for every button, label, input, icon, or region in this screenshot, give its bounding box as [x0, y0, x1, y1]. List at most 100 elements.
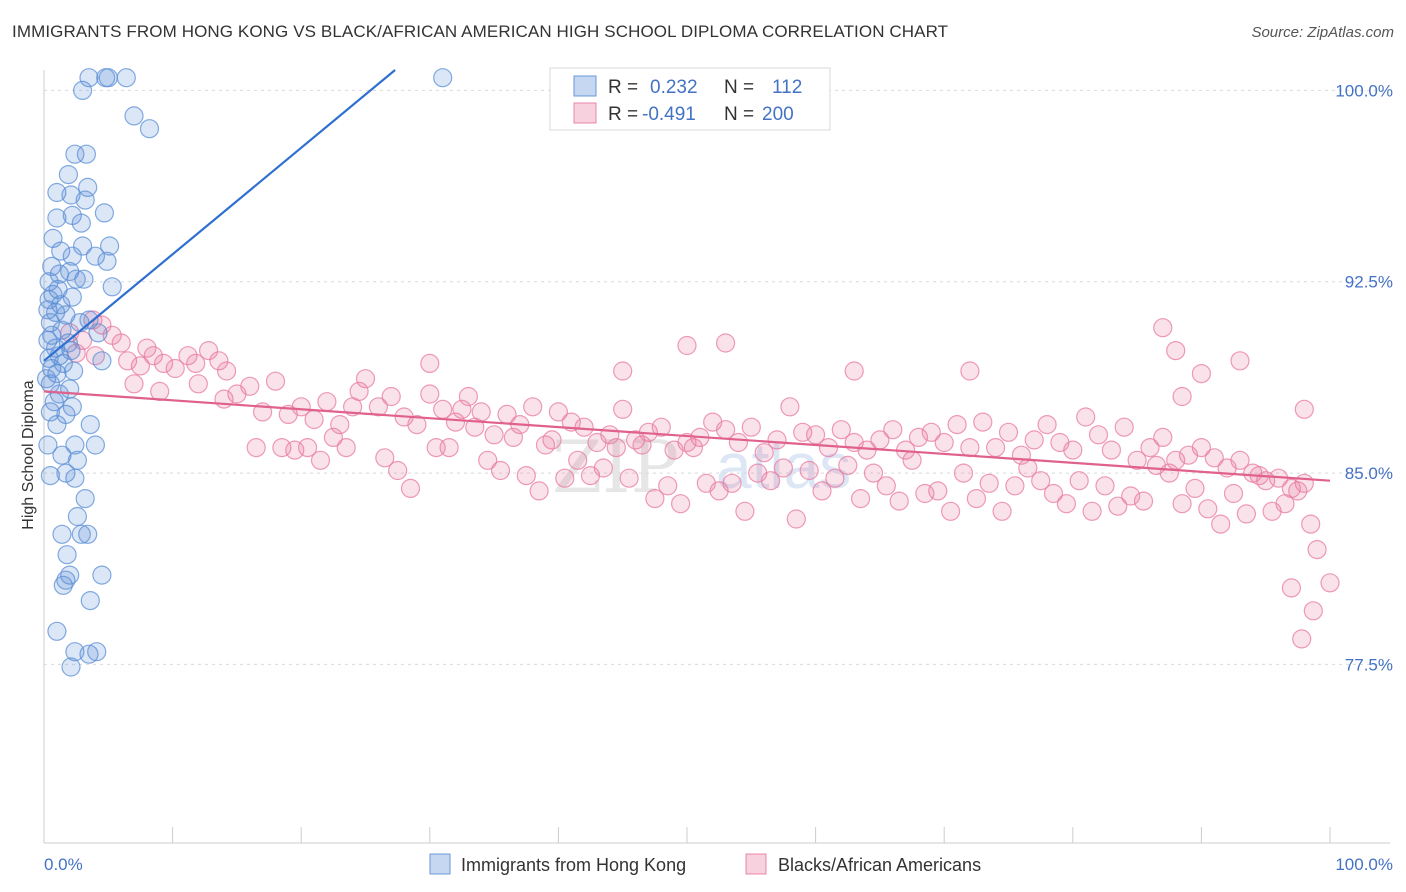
legend-swatch-hong-kong: [573, 75, 597, 97]
point-hong-kong: [98, 68, 118, 88]
point-black-african-american: [1236, 504, 1257, 524]
point-hong-kong: [85, 246, 106, 266]
point-hong-kong: [63, 361, 84, 381]
point-hong-kong: [62, 287, 82, 307]
point-black-african-american: [940, 501, 961, 521]
point-black-african-american: [960, 361, 980, 381]
point-black-african-american: [555, 468, 575, 488]
point-black-african-american: [1133, 491, 1154, 511]
point-hong-kong: [102, 277, 122, 297]
point-black-african-american: [154, 353, 174, 373]
point-black-african-american: [298, 438, 318, 458]
point-black-african-american: [1076, 407, 1096, 427]
point-black-african-american: [818, 438, 839, 458]
trend-line-hong-kong: [43, 69, 396, 362]
point-black-african-american: [1031, 471, 1051, 491]
point-hong-kong: [42, 256, 62, 276]
point-hong-kong: [65, 468, 85, 488]
point-black-african-american: [503, 427, 524, 447]
legend-r-label-1: R =: [608, 104, 638, 125]
point-black-african-american: [953, 463, 974, 483]
point-black-african-american: [780, 397, 800, 417]
point-black-african-american: [825, 468, 845, 488]
point-black-african-american: [420, 384, 440, 404]
point-hong-kong: [139, 119, 160, 139]
legend-n-label-1: N =: [724, 104, 754, 125]
point-black-african-american: [130, 356, 150, 376]
point-black-african-american: [407, 415, 427, 435]
point-hong-kong: [79, 68, 99, 88]
point-black-african-american: [1159, 463, 1179, 483]
series-legend: Immigrants from Hong Kong Blacks/African…: [429, 853, 981, 875]
point-hong-kong: [65, 435, 85, 455]
point-black-african-american: [947, 415, 967, 435]
point-hong-kong: [47, 415, 67, 435]
data-points: [36, 68, 1340, 677]
point-black-african-american: [1288, 481, 1308, 501]
point-black-african-american: [1069, 471, 1089, 491]
point-black-african-american: [1281, 578, 1302, 598]
point-black-african-american: [439, 438, 459, 458]
point-black-african-american: [178, 346, 198, 366]
point-black-african-american: [844, 361, 864, 381]
point-hong-kong: [85, 435, 106, 455]
point-black-african-american: [1211, 514, 1231, 534]
point-black-african-american: [1166, 341, 1186, 361]
point-black-african-american: [619, 468, 639, 488]
point-hong-kong: [433, 68, 453, 88]
point-hong-kong: [72, 236, 93, 256]
point-hong-kong: [80, 415, 100, 435]
y-axis-title: High School Diploma: [20, 380, 37, 530]
point-hong-kong: [87, 642, 107, 662]
point-hong-kong: [66, 269, 86, 289]
point-black-african-american: [111, 333, 131, 353]
point-black-african-american: [1198, 499, 1218, 519]
point-black-african-american: [375, 448, 395, 468]
point-hong-kong: [53, 353, 73, 373]
point-black-african-american: [812, 481, 832, 501]
point-black-african-american: [773, 458, 794, 478]
point-black-african-american: [754, 443, 774, 463]
point-hong-kong: [61, 657, 81, 677]
point-black-african-american: [561, 412, 581, 432]
point-hong-kong: [62, 397, 82, 417]
point-hong-kong: [71, 213, 91, 233]
point-hong-kong: [92, 565, 112, 585]
point-black-african-american: [876, 476, 896, 496]
legend-r-value-0: 0.232: [650, 77, 698, 98]
point-black-african-american: [452, 399, 472, 419]
point-black-african-american: [1185, 478, 1205, 498]
point-hong-kong: [52, 524, 72, 544]
legend-r-value-1: -0.491: [642, 104, 696, 125]
point-hong-kong: [58, 165, 79, 185]
point-hong-kong: [88, 323, 108, 343]
point-black-african-american: [420, 353, 440, 373]
point-black-african-american: [188, 374, 208, 394]
y-tick-label: 77.5%: [1345, 655, 1393, 674]
point-black-african-american: [632, 435, 652, 455]
point-black-african-american: [1204, 448, 1224, 468]
point-black-african-american: [683, 438, 704, 458]
point-hong-kong: [79, 644, 99, 664]
point-black-african-american: [165, 358, 185, 379]
point-black-african-american: [349, 381, 369, 401]
point-hong-kong: [97, 251, 117, 271]
point-black-african-american: [1172, 494, 1192, 514]
point-hong-kong: [56, 463, 76, 483]
legend-n-value-1: 200: [762, 104, 794, 125]
point-black-african-american: [1320, 573, 1340, 593]
point-black-african-american: [1088, 425, 1109, 445]
point-black-african-american: [735, 501, 755, 521]
point-hong-kong: [67, 506, 88, 527]
point-hong-kong: [65, 144, 85, 164]
point-hong-kong: [52, 445, 72, 465]
point-black-african-american: [606, 438, 626, 458]
point-hong-kong: [99, 236, 120, 256]
trend-line-black-african-american: [43, 390, 1331, 482]
point-hong-kong: [62, 246, 82, 266]
point-hong-kong: [51, 241, 71, 261]
point-hong-kong: [75, 190, 95, 210]
point-black-african-american: [902, 450, 922, 470]
point-hong-kong: [124, 106, 144, 126]
point-black-african-american: [368, 397, 388, 417]
